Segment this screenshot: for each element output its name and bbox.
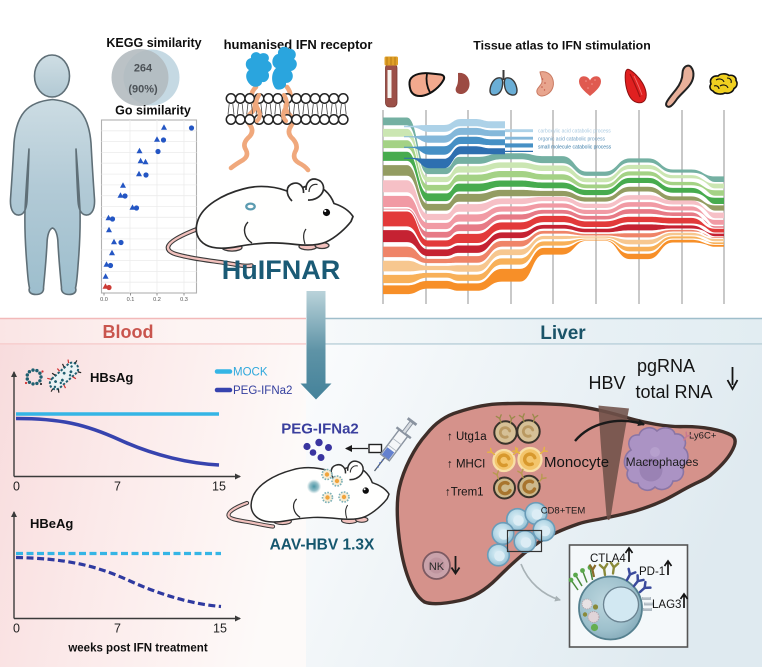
- svg-text:Tissue atlas to IFN stimulatio: Tissue atlas to IFN stimulation: [473, 39, 650, 53]
- svg-text:0.1: 0.1: [127, 297, 135, 303]
- svg-text:LAG3: LAG3: [652, 599, 681, 611]
- svg-text:pgRNA: pgRNA: [637, 356, 695, 376]
- svg-text:Blood: Blood: [103, 322, 154, 342]
- svg-text:(90%): (90%): [128, 84, 158, 96]
- svg-text:humanised IFN receptor: humanised IFN receptor: [224, 37, 373, 52]
- svg-text:7: 7: [114, 622, 121, 636]
- svg-text:↑Trem1: ↑Trem1: [445, 487, 484, 499]
- svg-text:0: 0: [13, 480, 20, 494]
- svg-text:PEG-IFNa2: PEG-IFNa2: [233, 385, 292, 397]
- svg-text:HuIFNAR: HuIFNAR: [222, 255, 340, 285]
- svg-text:small molecule catabolic proce: small molecule catabolic process: [538, 145, 612, 151]
- svg-text:Go similarity: Go similarity: [115, 104, 191, 118]
- svg-text:0.3: 0.3: [180, 297, 188, 303]
- svg-text:HBsAg: HBsAg: [90, 370, 133, 385]
- svg-text:KEGG similarity: KEGG similarity: [106, 36, 201, 50]
- svg-text:15: 15: [212, 480, 226, 494]
- svg-text:0: 0: [13, 622, 20, 636]
- svg-text:total RNA: total RNA: [635, 382, 712, 402]
- svg-text:264: 264: [134, 63, 153, 75]
- svg-text:carboxylic acid catabolic proc: carboxylic acid catabolic process: [538, 129, 611, 135]
- svg-text:↑ Utg1a: ↑ Utg1a: [447, 431, 487, 443]
- svg-text:weeks post IFN treatment: weeks post IFN treatment: [67, 643, 207, 655]
- svg-text:15: 15: [213, 622, 227, 636]
- svg-text:Monocyte: Monocyte: [544, 454, 609, 471]
- svg-text:0.2: 0.2: [153, 297, 161, 303]
- svg-text:Liver: Liver: [540, 323, 586, 344]
- svg-text:HBV: HBV: [588, 373, 625, 393]
- svg-text:PEG-IFNa2: PEG-IFNa2: [281, 421, 359, 438]
- svg-text:MOCK: MOCK: [233, 367, 268, 379]
- svg-text:HBeAg: HBeAg: [30, 516, 73, 531]
- svg-text:organic acid catabolic process: organic acid catabolic process: [538, 137, 605, 143]
- svg-text:↑ MHCI: ↑ MHCI: [447, 459, 485, 471]
- svg-text:CTLA4: CTLA4: [590, 553, 626, 565]
- svg-text:0.0: 0.0: [100, 297, 108, 303]
- svg-text:AAV-HBV 1.3X: AAV-HBV 1.3X: [270, 537, 375, 554]
- svg-text:7: 7: [114, 480, 121, 494]
- svg-text:CD8+TEM: CD8+TEM: [541, 506, 586, 517]
- svg-text:Macrophages: Macrophages: [626, 455, 699, 469]
- svg-text:PD-1: PD-1: [639, 566, 665, 578]
- svg-text:Ly6C+: Ly6C+: [689, 431, 717, 442]
- svg-text:NK: NK: [429, 561, 445, 573]
